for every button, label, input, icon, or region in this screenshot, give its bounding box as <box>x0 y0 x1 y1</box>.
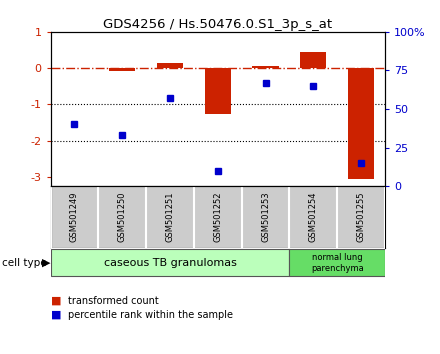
Text: GSM501254: GSM501254 <box>309 192 318 242</box>
Bar <box>300 52 326 68</box>
Text: GSM501255: GSM501255 <box>356 192 366 242</box>
Bar <box>157 63 183 68</box>
Text: cell type: cell type <box>2 258 47 268</box>
Text: GSM501252: GSM501252 <box>213 192 222 242</box>
Text: GSM501250: GSM501250 <box>118 192 127 242</box>
Bar <box>109 68 136 71</box>
Text: GSM501249: GSM501249 <box>70 192 79 242</box>
Text: GSM501251: GSM501251 <box>165 192 175 242</box>
Bar <box>205 68 231 114</box>
Text: transformed count: transformed count <box>68 296 159 306</box>
Bar <box>253 65 279 68</box>
Text: ■: ■ <box>51 296 61 306</box>
Title: GDS4256 / Hs.50476.0.S1_3p_s_at: GDS4256 / Hs.50476.0.S1_3p_s_at <box>103 18 332 31</box>
Text: ▶: ▶ <box>42 258 50 268</box>
Text: ■: ■ <box>51 310 61 320</box>
FancyBboxPatch shape <box>51 249 290 276</box>
Bar <box>348 68 374 179</box>
FancyBboxPatch shape <box>290 249 385 276</box>
Text: normal lung
parenchyma: normal lung parenchyma <box>311 253 363 273</box>
Text: percentile rank within the sample: percentile rank within the sample <box>68 310 233 320</box>
Text: GSM501253: GSM501253 <box>261 192 270 242</box>
Text: caseous TB granulomas: caseous TB granulomas <box>103 258 236 268</box>
